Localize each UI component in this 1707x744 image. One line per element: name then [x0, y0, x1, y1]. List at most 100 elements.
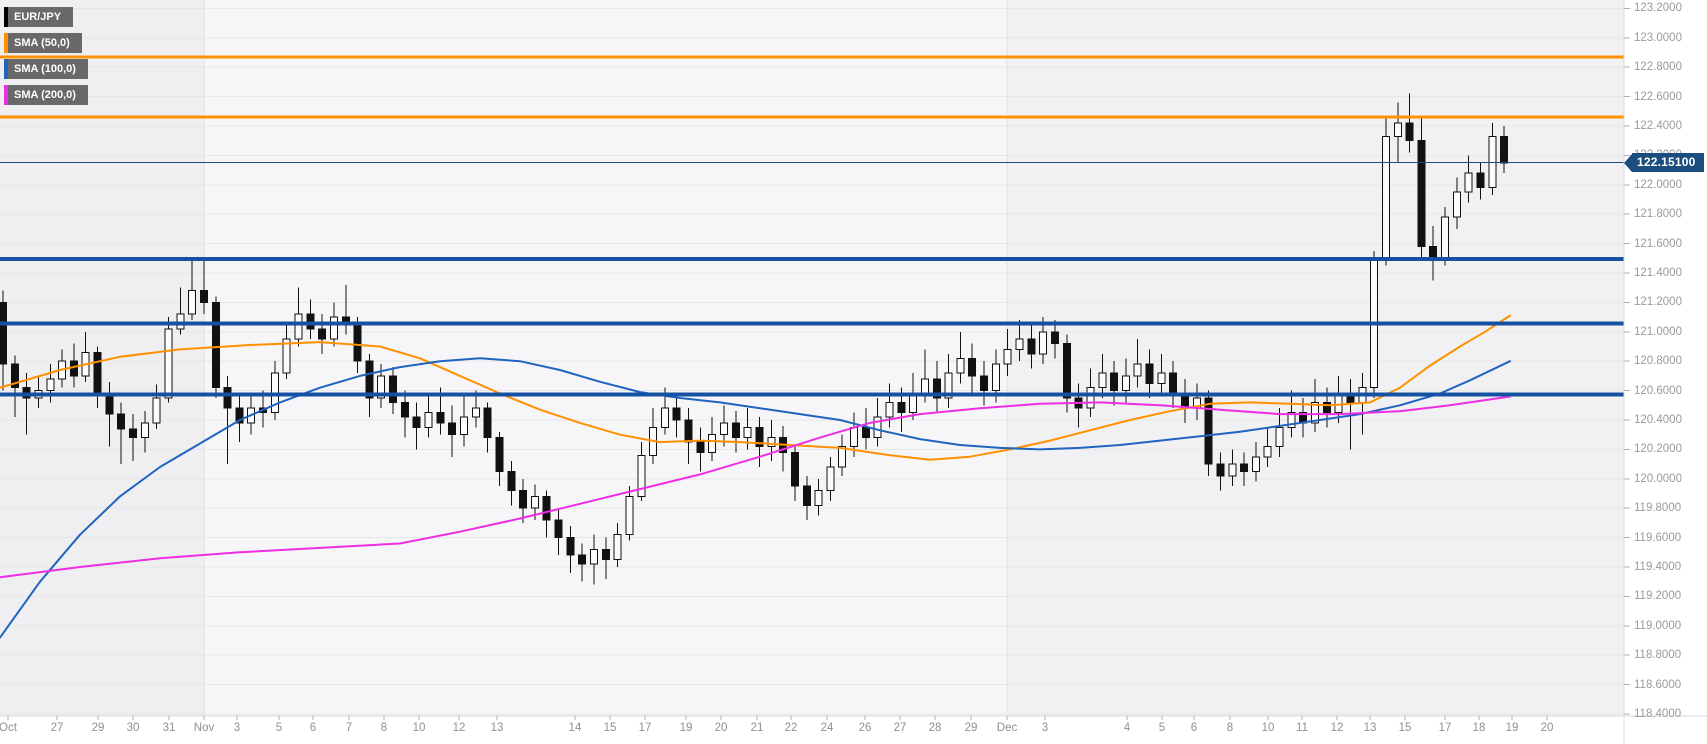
- candle-body-up: [909, 393, 918, 414]
- candle-body-up: [176, 313, 185, 330]
- candle-body-up: [1228, 463, 1237, 477]
- time-axis-label: 27: [893, 722, 907, 734]
- candle-body-down: [932, 378, 941, 399]
- time-axis-label: 26: [858, 722, 872, 734]
- candle-body-up: [767, 437, 776, 447]
- candle-body-up: [1334, 393, 1343, 414]
- candle-body-up: [1251, 456, 1260, 472]
- candle-body-down: [495, 437, 504, 472]
- candle-body-up: [1003, 348, 1012, 365]
- time-axis-label: 31: [162, 722, 176, 734]
- time-axis-label: 27: [50, 722, 64, 734]
- candle-body-up: [1133, 363, 1142, 377]
- time-axis-label: 21: [750, 722, 764, 734]
- candle-body-down: [235, 407, 244, 424]
- time-axis-label: 24: [820, 722, 834, 734]
- candle-body-down: [1429, 246, 1438, 259]
- price-axis-label: 120.4000: [1634, 414, 1682, 426]
- candle-body-down: [968, 357, 977, 377]
- time-axis-label: 8: [380, 722, 388, 734]
- candle-body-down: [483, 407, 492, 439]
- candle-body-up: [660, 407, 669, 428]
- candle-body-down: [1476, 172, 1485, 189]
- candle-body-down: [1240, 463, 1249, 472]
- candle-body-up: [920, 378, 929, 395]
- candle-body-down: [1062, 343, 1071, 399]
- time-axis-label: Oct: [0, 722, 17, 734]
- price-axis-label: 118.6000: [1634, 678, 1682, 691]
- candle-body-down: [1417, 140, 1426, 248]
- time-axis-label: 7: [345, 722, 353, 734]
- time-axis-label: 5: [275, 722, 283, 734]
- time-axis-label: 3: [1041, 722, 1049, 734]
- candle-body-down: [1110, 372, 1119, 392]
- candle-body-up: [838, 445, 847, 468]
- candle-body-down: [105, 393, 114, 415]
- price-axis-label: 119.6000: [1634, 531, 1682, 544]
- time-axis-label: 13: [490, 722, 504, 734]
- candle-body-up: [873, 416, 882, 439]
- time-axis-label: 10: [1261, 722, 1275, 734]
- candle-body-down: [861, 426, 870, 439]
- price-axis-label: 120.6000: [1634, 384, 1682, 397]
- candle-body-down: [1216, 463, 1225, 477]
- candle-body-down: [507, 470, 516, 492]
- candle-body-up: [885, 401, 894, 418]
- price-axis-label: 120.0000: [1634, 472, 1682, 485]
- candle-body-up: [944, 372, 953, 399]
- candle-body-up: [1157, 372, 1166, 384]
- price-axis-label: 122.6000: [1634, 90, 1682, 103]
- price-axis-label: 118.4000: [1634, 708, 1682, 720]
- candle-body-down: [400, 401, 409, 418]
- candle-body-down: [412, 416, 421, 428]
- candle-body-down: [93, 351, 102, 395]
- candle-body-down: [365, 360, 374, 399]
- candle-body-up: [1098, 372, 1107, 389]
- price-axis-label: 121.8000: [1634, 208, 1682, 221]
- time-axis-label: 6: [1190, 722, 1198, 734]
- candle-body-up: [46, 378, 55, 392]
- price-axis-label: 122.4000: [1634, 120, 1682, 132]
- price-axis-label: 122.0000: [1634, 178, 1682, 191]
- price-axis-label: 118.8000: [1634, 649, 1682, 662]
- candle-body-up: [459, 416, 468, 436]
- sma-line: [0, 357, 1511, 639]
- candle-body-up: [814, 490, 823, 506]
- candle-body-down: [542, 495, 551, 521]
- candle-body-down: [601, 548, 610, 561]
- time-axis-label: 15: [1398, 722, 1412, 734]
- price-axis-label: 120.2000: [1634, 443, 1682, 456]
- price-axis-label: 122.8000: [1634, 61, 1682, 74]
- candle-body-up: [282, 338, 291, 374]
- price-tag-value: 122.15100: [1632, 153, 1704, 173]
- candle-body-up: [1488, 135, 1497, 189]
- current-price-tag: 122.15100: [1624, 153, 1704, 173]
- candle-body-down: [684, 419, 693, 443]
- candle-body-up: [1015, 338, 1024, 350]
- candle-body-up: [1452, 191, 1461, 218]
- price-axis-label: 119.0000: [1634, 619, 1682, 632]
- price-axis-label: 121.2000: [1634, 296, 1682, 309]
- candle-body-down: [389, 375, 398, 403]
- candle-body-up: [956, 357, 965, 374]
- time-axis-label: 6: [309, 722, 317, 734]
- candle-body-down: [117, 413, 126, 430]
- candle-body-up: [140, 422, 149, 439]
- legend-label: SMA (50,0): [14, 37, 70, 49]
- candle-body-up: [1441, 216, 1450, 259]
- legend-color-bar: [4, 85, 8, 105]
- candle-body-up: [294, 313, 303, 340]
- candle-body-up: [1039, 331, 1048, 355]
- time-axis-label: 28: [928, 722, 942, 734]
- legend-color-bar: [4, 33, 8, 53]
- time-axis-label: 15: [603, 722, 617, 734]
- candle-body-down: [199, 290, 208, 303]
- candle-body-down: [69, 360, 78, 377]
- candle-body-down: [353, 323, 362, 362]
- month-band: [1007, 0, 1624, 716]
- candle-body-up: [1275, 426, 1284, 447]
- candle-body-down: [731, 422, 740, 439]
- time-axis-label: 22: [784, 722, 798, 734]
- time-axis-label: 29: [964, 722, 978, 734]
